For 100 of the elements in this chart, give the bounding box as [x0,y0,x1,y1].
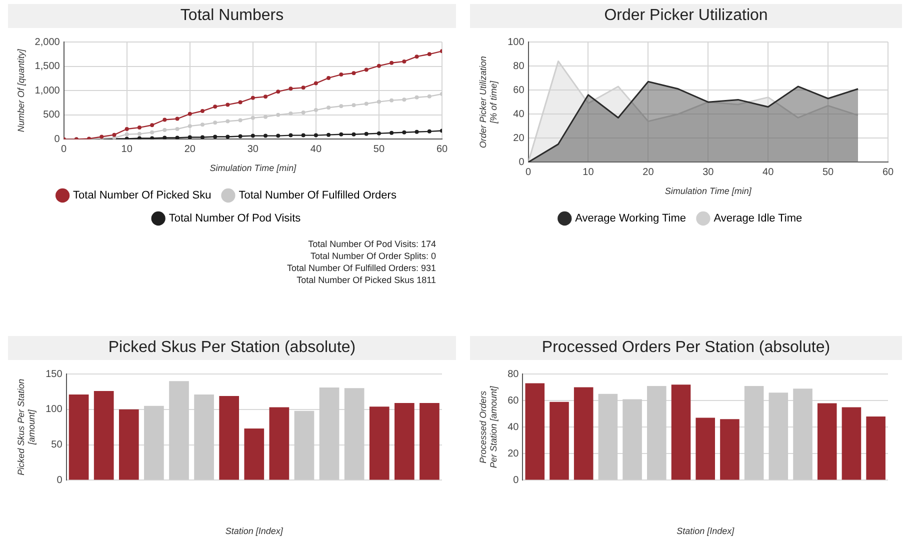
point [264,94,268,99]
y-tick-label: 1,500 [34,61,60,72]
point [414,54,419,59]
point [352,132,356,136]
point [276,134,280,138]
chart-title: Total Numbers [8,4,456,28]
point [390,60,394,65]
y-tick-label: 80 [513,60,525,72]
y-tick-label: 0 [513,474,520,486]
bar [696,418,716,480]
point [339,72,344,77]
bar [647,386,666,480]
point [390,98,394,102]
point [427,52,432,56]
chart-title: Order Picker Utilization [470,4,902,28]
point [162,118,167,122]
point [314,81,318,86]
x-tick-label: 50 [822,166,834,178]
point [150,123,154,128]
y-tick-label: 1,000 [34,85,60,96]
y-tick-label: 100 [508,36,525,48]
point [250,134,255,138]
bar [169,381,189,480]
y-tick-label: 500 [43,110,60,121]
point [137,132,142,136]
point [314,108,318,112]
y-axis-title: Picked Skus Per Station [amount] [16,378,37,476]
bar [768,392,788,480]
point [213,134,218,139]
point [301,133,306,138]
bar [744,386,764,480]
bar [420,403,440,480]
y-tick-label: 20 [508,448,520,460]
bar [598,394,618,480]
point [414,95,419,100]
point [288,86,293,91]
x-tick-label: 10 [582,166,594,178]
x-axis-title: Simulation Time [min] [664,186,752,196]
bar [68,394,89,480]
point [213,120,218,125]
bar [793,388,812,480]
point [402,98,406,102]
legend-label: Total Number Of Picked Sku [73,190,212,202]
y-tick-label: 150 [46,368,63,380]
bar [269,407,290,480]
point [238,134,242,138]
text: Total Number Of Fulfilled Orders: 931 [286,262,436,274]
point [376,64,381,68]
x-tick-label: 10 [121,144,133,155]
bar [671,384,691,480]
x-axis-title: Station [Index] [225,526,284,536]
bar [294,410,314,480]
point [226,102,230,107]
bar [817,403,837,480]
point [238,118,242,122]
point [276,112,280,117]
text: Total Number Of Picked Skus 1811 [296,274,436,286]
point [376,100,381,104]
bar [866,416,886,480]
x-tick-label: 20 [184,144,196,155]
x-tick-label: 30 [702,166,714,178]
y-tick-label: 40 [508,422,520,433]
point [314,133,318,138]
point [390,130,394,135]
point [376,131,381,136]
point [162,128,167,132]
point [364,68,368,72]
point [200,109,204,114]
legend-label: Average Idle Time [714,212,802,225]
point [288,133,293,138]
bar [525,383,545,480]
point [427,94,432,98]
point [175,136,180,140]
point [137,136,142,140]
y-tick-label: 50 [51,440,63,451]
point [137,126,142,130]
x-tick-label: 0 [526,166,532,178]
x-tick-label: 40 [310,144,322,155]
y-tick-label: 60 [508,395,520,406]
point [238,100,242,104]
chart-title: Processed Orders Per Station (absolute) [470,336,902,360]
x-tick-label: 60 [882,166,894,178]
point [264,134,268,138]
y-tick-label: 40 [513,108,525,120]
text: Total Number Of Order Splits: 0 [309,250,436,262]
point [226,134,230,139]
bar [574,387,594,480]
x-tick-label: 30 [247,144,259,155]
point [150,130,154,134]
bar [118,409,139,480]
point [352,71,356,76]
y-tick-label: 60 [513,84,525,96]
y-axis-title: Number Of [quantity] [16,48,26,132]
y-tick-label: 20 [513,132,525,144]
bar [622,399,642,480]
point [352,103,356,108]
point [175,116,180,121]
point [250,116,255,120]
point [339,132,344,136]
bar [369,406,390,480]
